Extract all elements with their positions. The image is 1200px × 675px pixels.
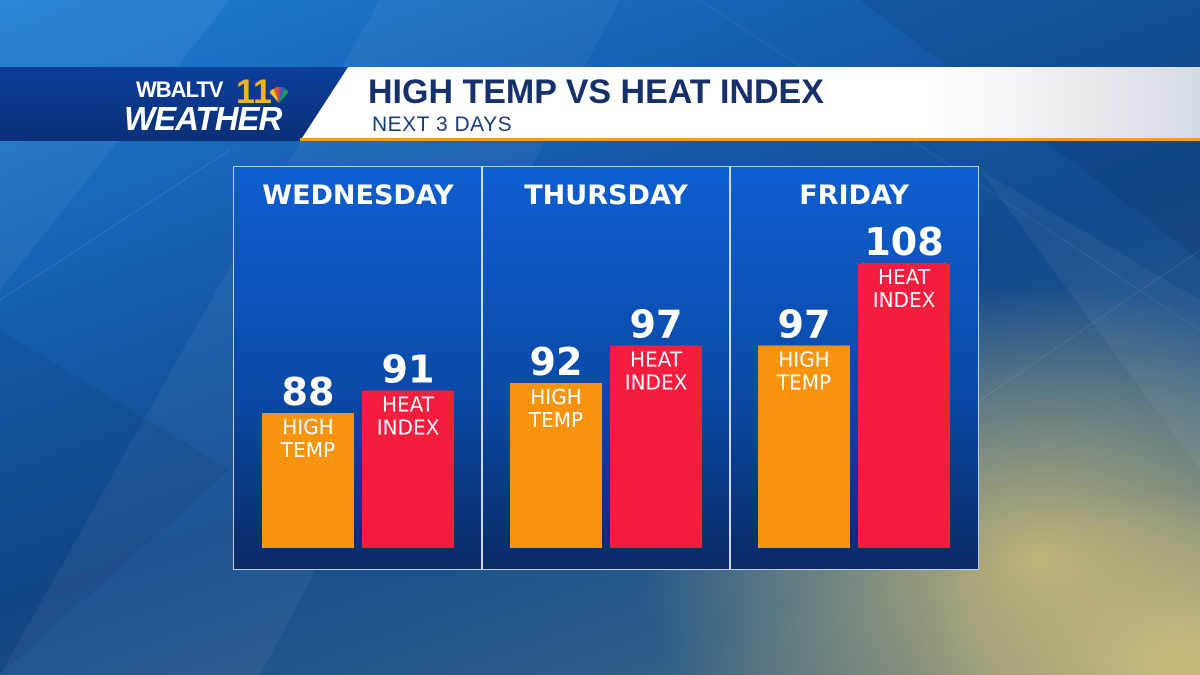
value-label-heat-index-thursday: 97 xyxy=(630,303,683,347)
page-title: HIGH TEMP VS HEAT INDEX xyxy=(368,73,824,111)
bar-series-label-high-temp-friday: TEMP xyxy=(776,371,831,395)
bar-series-label-high-temp-thursday: TEMP xyxy=(528,408,583,432)
value-label-high-temp-wednesday: 88 xyxy=(282,370,335,414)
header-banner: WBALTV 11 WEATHER HIGH TEMP VS HEAT INDE… xyxy=(0,67,1200,141)
bar-series-label-high-temp-friday: HIGH xyxy=(778,348,829,372)
header-title-bar xyxy=(300,67,1200,141)
bar-heat-index-friday xyxy=(858,263,950,548)
bar-heat-index-thursday xyxy=(610,345,702,548)
bar-series-label-heat-index-thursday: HEAT xyxy=(630,348,683,372)
chart-panel: WEDNESDAY 88 HIGH TEMP 91 HEAT INDEX THURSDAY 92… xyxy=(233,166,979,570)
bar-series-label-heat-index-wednesday: HEAT xyxy=(382,393,435,417)
logo-callsign: WBALTV xyxy=(136,77,223,102)
bar-chart: WEDNESDAY88HIGHTEMP91HEATINDEXTHURSDAY92… xyxy=(262,167,950,569)
bar-series-label-heat-index-friday: HEAT xyxy=(878,265,931,289)
bar-series-label-heat-index-wednesday: INDEX xyxy=(377,416,440,440)
logo-weather-wordmark: WEATHER xyxy=(124,100,282,137)
peacock-icon xyxy=(270,87,289,103)
bar-heat-index-wednesday xyxy=(362,390,454,548)
value-label-high-temp-thursday: 92 xyxy=(530,340,583,384)
bar-series-label-high-temp-thursday: HIGH xyxy=(530,385,581,409)
category-label-friday: FRIDAY xyxy=(799,180,909,211)
category-label-wednesday: WEDNESDAY xyxy=(262,180,454,211)
header-accent-rule xyxy=(300,138,1200,141)
bar-high-temp-thursday xyxy=(510,383,602,548)
value-label-heat-index-friday: 108 xyxy=(864,220,943,264)
page-subtitle: NEXT 3 DAYS xyxy=(372,113,513,136)
value-label-high-temp-friday: 97 xyxy=(778,303,831,347)
value-label-heat-index-wednesday: 91 xyxy=(382,348,435,392)
bar-high-temp-wednesday xyxy=(262,413,354,548)
bar-series-label-high-temp-wednesday: HIGH xyxy=(282,415,333,439)
bar-series-label-high-temp-wednesday: TEMP xyxy=(280,438,335,462)
category-label-thursday: THURSDAY xyxy=(524,180,688,211)
header-logo-panel xyxy=(0,67,348,141)
bar-series-label-heat-index-friday: INDEX xyxy=(873,288,936,312)
bar-series-label-heat-index-thursday: INDEX xyxy=(625,371,688,395)
logo-channel-number: 11 xyxy=(236,73,272,111)
station-logo: WBALTV 11 WEATHER xyxy=(124,71,294,137)
bar-high-temp-friday xyxy=(758,345,850,548)
